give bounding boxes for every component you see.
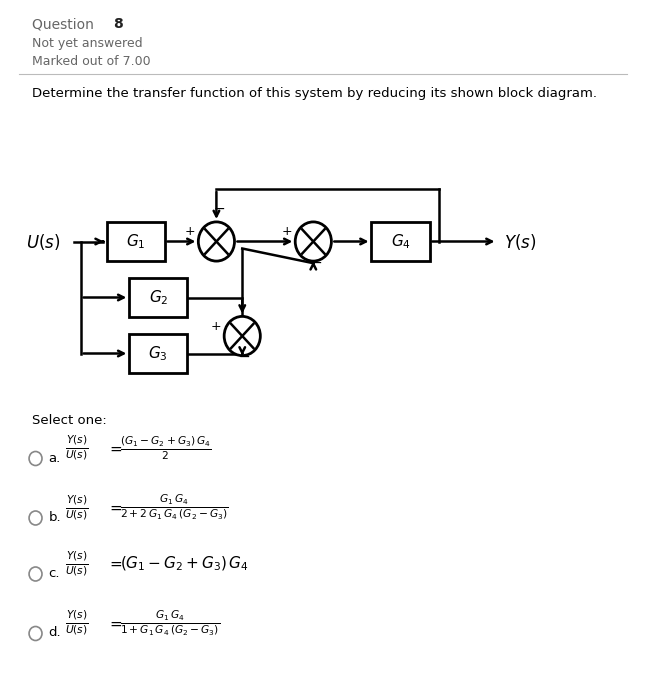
Text: $G_3$: $G_3$ bbox=[149, 344, 168, 363]
Text: $\frac{Y(s)}{U(s)}$: $\frac{Y(s)}{U(s)}$ bbox=[65, 494, 89, 522]
Bar bbox=[107, 222, 165, 260]
Text: $\mathit{Y(s)}$: $\mathit{Y(s)}$ bbox=[504, 232, 536, 251]
Text: Question: Question bbox=[32, 18, 99, 32]
Text: b.: b. bbox=[48, 511, 61, 524]
Text: Marked out of 7.00: Marked out of 7.00 bbox=[32, 55, 151, 69]
Text: $\frac{Y(s)}{U(s)}$: $\frac{Y(s)}{U(s)}$ bbox=[65, 550, 89, 578]
Text: $(G_1 - G_2 + G_3)\,G_4$: $(G_1 - G_2 + G_3)\,G_4$ bbox=[120, 554, 249, 573]
Bar bbox=[129, 278, 187, 316]
Bar bbox=[371, 222, 430, 260]
Text: +: + bbox=[185, 225, 195, 238]
Text: $\frac{(G_1 - G_2 + G_3)\,G_4}{2}$: $\frac{(G_1 - G_2 + G_3)\,G_4}{2}$ bbox=[120, 434, 211, 462]
Text: $\frac{Y(s)}{U(s)}$: $\frac{Y(s)}{U(s)}$ bbox=[65, 434, 89, 462]
Text: $=$: $=$ bbox=[107, 615, 123, 631]
Text: $\mathit{U(s)}$: $\mathit{U(s)}$ bbox=[26, 232, 60, 251]
Text: −: − bbox=[239, 350, 251, 364]
Text: a.: a. bbox=[48, 452, 61, 465]
Text: 8: 8 bbox=[113, 18, 123, 32]
Text: $\frac{G_1\,G_4}{2 + 2\,G_1\,G_4\,(G_2 - G_3)}$: $\frac{G_1\,G_4}{2 + 2\,G_1\,G_4\,(G_2 -… bbox=[120, 493, 228, 522]
Text: $=$: $=$ bbox=[107, 556, 123, 571]
Text: c.: c. bbox=[48, 567, 60, 580]
Text: $G_2$: $G_2$ bbox=[149, 288, 168, 307]
Text: $\frac{G_1\,G_4}{1 + G_1\,G_4\,(G_2 - G_3)}$: $\frac{G_1\,G_4}{1 + G_1\,G_4\,(G_2 - G_… bbox=[120, 608, 220, 638]
Text: $=$: $=$ bbox=[107, 440, 123, 456]
Text: Determine the transfer function of this system by reducing its shown block diagr: Determine the transfer function of this … bbox=[32, 87, 598, 100]
Circle shape bbox=[224, 316, 260, 356]
Text: $G_1$: $G_1$ bbox=[126, 232, 145, 251]
Text: −: − bbox=[213, 202, 225, 216]
Text: d.: d. bbox=[48, 626, 61, 640]
Text: −: − bbox=[310, 256, 322, 270]
Circle shape bbox=[295, 222, 331, 261]
Text: Not yet answered: Not yet answered bbox=[32, 37, 143, 50]
Text: +: + bbox=[282, 225, 292, 238]
Bar bbox=[129, 335, 187, 372]
Text: $=$: $=$ bbox=[107, 500, 123, 515]
Text: $G_4$: $G_4$ bbox=[391, 232, 410, 251]
Text: +: + bbox=[211, 319, 221, 332]
Text: $\frac{Y(s)}{U(s)}$: $\frac{Y(s)}{U(s)}$ bbox=[65, 609, 89, 637]
Text: Select one:: Select one: bbox=[32, 414, 107, 428]
Circle shape bbox=[198, 222, 234, 261]
